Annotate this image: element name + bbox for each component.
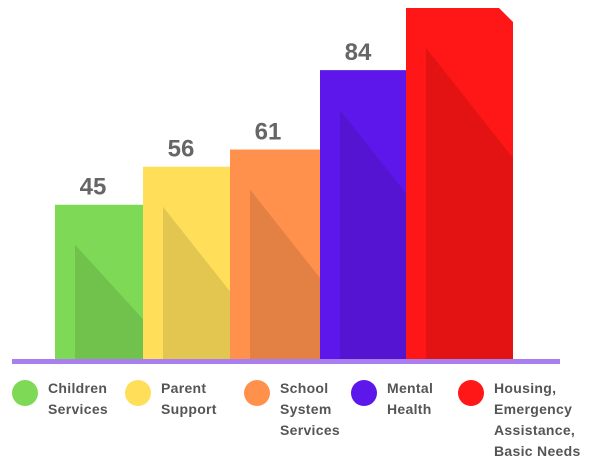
legend-item: School System Services [244, 378, 340, 441]
legend-swatch [244, 380, 270, 406]
bar-shadow [75, 244, 162, 360]
legend-swatch [125, 380, 151, 406]
legend-item: Housing, Emergency Assistance, Basic Nee… [458, 378, 594, 457]
value-label: 45 [80, 174, 107, 201]
legend-item: Mental Health [351, 378, 447, 420]
legend-label: Parent Support [161, 380, 217, 417]
legend-item: Parent Support [125, 378, 236, 420]
bar-shadow [163, 206, 250, 360]
bar-shadow [250, 189, 337, 360]
legend-item: Children Services [12, 378, 118, 420]
legend-label: Children Services [48, 380, 109, 417]
value-label: 61 [255, 118, 282, 145]
legend-label: School System Services [280, 380, 341, 438]
bar-shadow [340, 110, 427, 360]
baseline [12, 359, 560, 364]
bar-shadow [426, 48, 513, 360]
legend-swatch [458, 380, 484, 406]
value-label: 56 [168, 136, 195, 163]
legend-swatch [351, 380, 377, 406]
legend-label: Mental Health [387, 380, 434, 417]
plot: 45 56 61 84 [12, 8, 560, 364]
legend-label: Housing, Emergency Assistance, Basic Nee… [494, 380, 581, 457]
legend-swatch [12, 380, 38, 406]
value-label: 84 [345, 39, 372, 66]
